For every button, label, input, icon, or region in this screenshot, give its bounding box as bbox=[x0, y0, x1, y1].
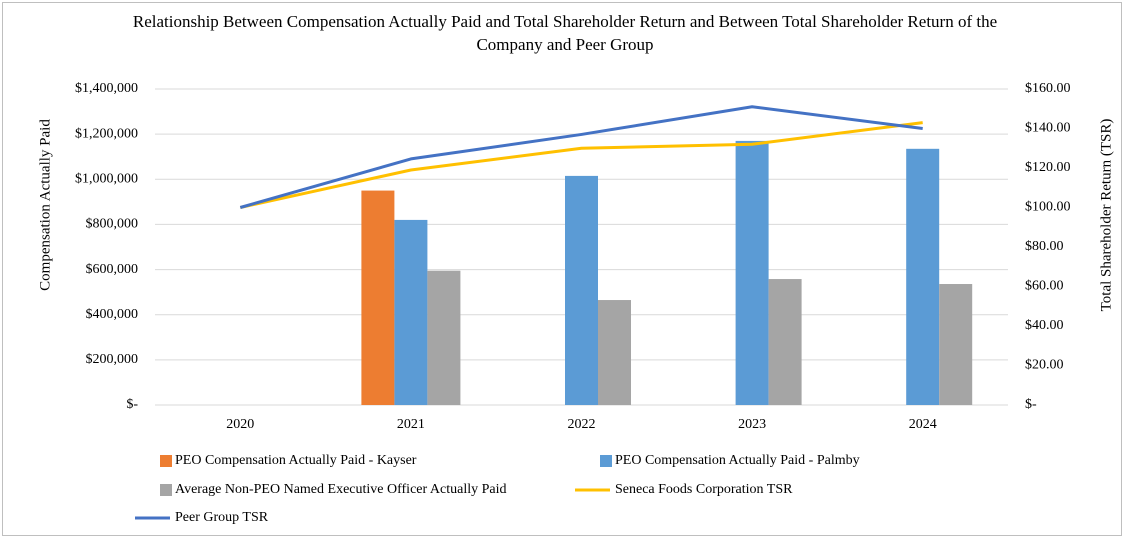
y2-tick-label: $40.00 bbox=[1025, 318, 1064, 333]
x-tick-label: 2022 bbox=[568, 417, 596, 432]
y-tick-label: $200,000 bbox=[86, 352, 139, 367]
y2-tick-label: $- bbox=[1025, 397, 1037, 412]
y-tick-label: $1,400,000 bbox=[75, 81, 138, 96]
bar bbox=[735, 140, 769, 405]
y2-tick-label: $160.00 bbox=[1025, 81, 1071, 96]
y-tick-label: $- bbox=[126, 397, 138, 412]
y-tick-label: $1,200,000 bbox=[75, 126, 138, 141]
bar bbox=[394, 219, 428, 405]
legend-label: PEO Compensation Actually Paid - Palmby bbox=[615, 453, 860, 468]
bar bbox=[939, 284, 973, 405]
legend-label: Peer Group TSR bbox=[175, 510, 269, 525]
y-tick-label: $600,000 bbox=[86, 262, 139, 277]
y2-tick-label: $120.00 bbox=[1025, 160, 1071, 175]
bar bbox=[565, 175, 598, 405]
y-tick-label: $800,000 bbox=[86, 217, 139, 232]
bar bbox=[768, 279, 802, 405]
line bbox=[239, 121, 923, 209]
y-tick-label: $1,000,000 bbox=[75, 172, 138, 187]
bar bbox=[361, 190, 395, 405]
chart-title: Relationship Between Compensation Actual… bbox=[132, 12, 998, 54]
legend-label: Seneca Foods Corporation TSR bbox=[615, 482, 793, 497]
x-tick-label: 2024 bbox=[909, 417, 937, 432]
bar bbox=[906, 148, 940, 406]
y2-tick-label: $140.00 bbox=[1025, 121, 1071, 136]
legend-swatch bbox=[160, 455, 172, 467]
legend-label: Average Non-PEO Named Executive Officer … bbox=[175, 482, 506, 497]
y2-tick-label: $60.00 bbox=[1025, 279, 1064, 294]
y2-tick-label: $100.00 bbox=[1025, 200, 1071, 215]
line bbox=[239, 105, 923, 209]
bar bbox=[427, 270, 461, 405]
legend-swatch bbox=[160, 484, 172, 496]
x-tick-label: 2020 bbox=[226, 417, 254, 432]
y-tick-label: $400,000 bbox=[86, 307, 139, 322]
legend-label: PEO Compensation Actually Paid - Kayser bbox=[175, 453, 417, 468]
y-axis-label: Compensation Actually Paid bbox=[37, 119, 53, 291]
y2-tick-label: $20.00 bbox=[1025, 358, 1064, 373]
x-tick-label: 2023 bbox=[738, 417, 766, 432]
x-tick-label: 2021 bbox=[397, 417, 425, 432]
y2-tick-label: $80.00 bbox=[1025, 239, 1064, 254]
legend-swatch bbox=[600, 455, 612, 467]
y2-axis-label: Total Shareholder Return (TSR) bbox=[1098, 119, 1114, 312]
bar bbox=[598, 300, 631, 405]
